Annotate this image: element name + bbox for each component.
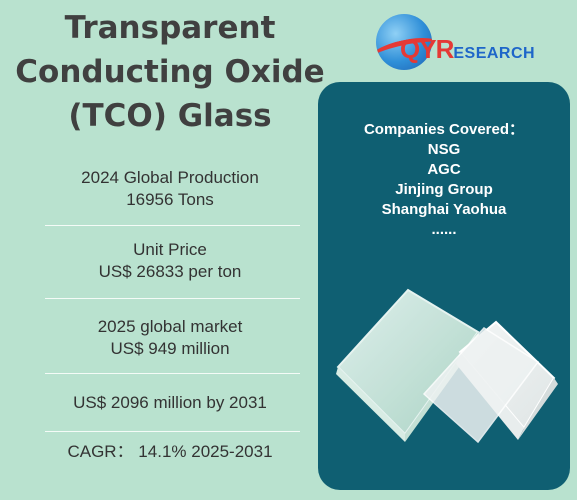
stat-market-2025-value: US$ 949 million bbox=[110, 339, 230, 358]
glass-panels-image bbox=[336, 288, 558, 444]
company-item: Jinjing Group bbox=[395, 181, 493, 198]
stat-production-value: 16956 Tons bbox=[126, 190, 214, 209]
globe-logo-icon bbox=[376, 14, 432, 70]
stat-production: 2024 Global Production 16956 Tons bbox=[0, 167, 340, 211]
divider bbox=[45, 298, 300, 299]
logo-wordmark: QYRESEARCH bbox=[400, 34, 536, 64]
company-item: ...... bbox=[431, 221, 457, 238]
stat-unit-price-label: Unit Price bbox=[133, 240, 207, 259]
company-item: AGC bbox=[427, 161, 461, 178]
companies-heading: Companies Covered： bbox=[363, 121, 525, 138]
stat-unit-price: Unit Price US$ 26833 per ton bbox=[0, 239, 340, 283]
company-item: NSG bbox=[427, 141, 461, 158]
stat-market-2031-label: US$ 2096 million by 2031 bbox=[73, 393, 267, 412]
stat-unit-price-value: US$ 26833 per ton bbox=[98, 262, 242, 281]
page-title: Transparent Conducting Oxide (TCO) Glass bbox=[0, 6, 340, 138]
stat-market-2025: 2025 global market US$ 949 million bbox=[0, 316, 340, 360]
divider bbox=[45, 225, 300, 226]
title-line-3: (TCO) Glass bbox=[68, 98, 272, 134]
title-line-2: Conducting Oxide bbox=[15, 54, 325, 90]
divider bbox=[45, 373, 300, 374]
divider bbox=[45, 431, 300, 432]
companies-list: Companies Covered： NSG AGC Jinjing Group… bbox=[318, 120, 570, 240]
qyresearch-logo: QYRESEARCH bbox=[376, 14, 535, 74]
company-item: Shanghai Yaohua bbox=[381, 201, 507, 218]
stat-cagr-label: CAGR： 14.1% 2025-2031 bbox=[67, 442, 273, 461]
stat-market-2031: US$ 2096 million by 2031 bbox=[0, 392, 340, 414]
stat-market-2025-label: 2025 global market bbox=[97, 317, 243, 336]
companies-panel: Companies Covered： NSG AGC Jinjing Group… bbox=[318, 82, 570, 490]
stat-production-label: 2024 Global Production bbox=[81, 168, 259, 187]
stat-cagr: CAGR： 14.1% 2025-2031 bbox=[0, 441, 340, 463]
title-line-1: Transparent bbox=[64, 10, 276, 46]
